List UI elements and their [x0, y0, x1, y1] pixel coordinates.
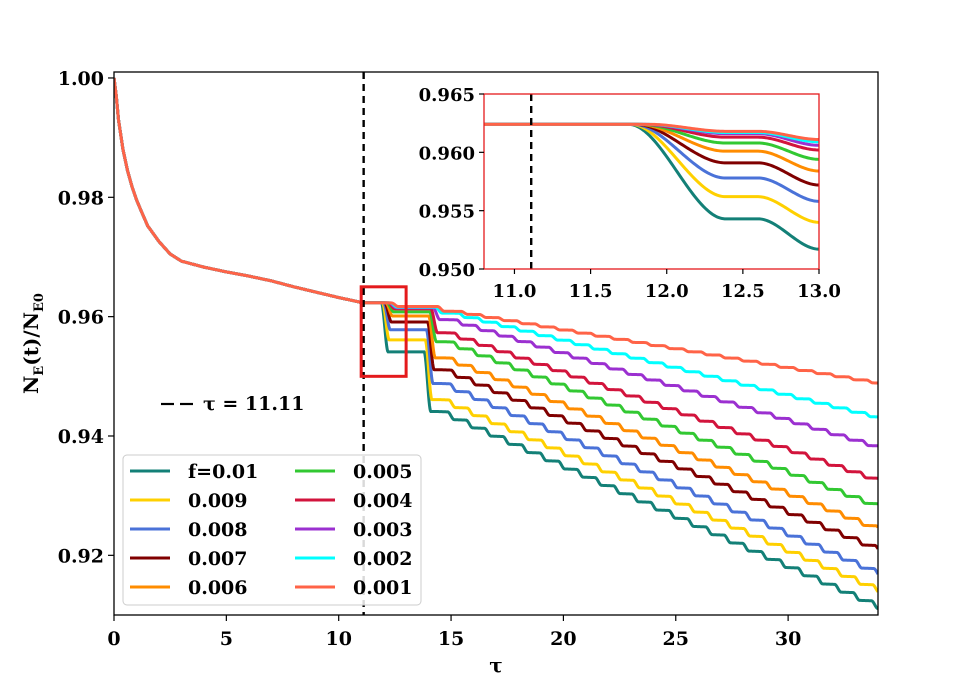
- ylabel-numerator-sub: E: [32, 366, 47, 376]
- inset-plot: 11.0 11.5 12.0 12.5 13.0 0.950 0.955 0.960 0.965: [419, 85, 841, 302]
- main-plot-lines: [114, 77, 878, 611]
- inset-y-tick-label-0: 0.950: [419, 260, 475, 281]
- legend: f=0.01 0.009 0.008 0.007 0.006 0.005 0.004 0.00…: [122, 454, 422, 606]
- x-tick-label-2: 10: [325, 628, 351, 650]
- legend-label-1: 0.009: [188, 490, 248, 512]
- y-axis-label: NE(t)/NE0: [19, 293, 47, 394]
- legend-box: [122, 454, 422, 606]
- y-tick-label-0: 0.92: [58, 545, 104, 567]
- legend-label-4: 0.006: [188, 577, 248, 599]
- ylabel-numerator-main: N: [19, 376, 43, 394]
- main-frame: [113, 71, 879, 616]
- y-tick-label-1: 0.94: [58, 426, 104, 448]
- zoom-box: [359, 285, 408, 378]
- legend-label-5: 0.005: [353, 461, 413, 483]
- x-tick-label-3: 15: [438, 628, 464, 650]
- y-tick-label-4: 1.00: [58, 68, 104, 90]
- inset-x-tick-label-4: 13.0: [797, 281, 841, 302]
- x-tick-label-4: 20: [550, 628, 576, 650]
- inset-y-tick-label-1: 0.955: [419, 202, 475, 223]
- inset-x-tick-label-1: 11.5: [569, 281, 613, 302]
- inset-series-line-9: [484, 122, 819, 141]
- legend-label-9: 0.001: [353, 577, 413, 599]
- ylabel-slash: /: [19, 330, 43, 338]
- legend-label-6: 0.004: [353, 490, 413, 512]
- legend-label-8: 0.002: [353, 548, 413, 570]
- ylabel-denominator-main: N: [19, 312, 43, 330]
- inset-y-tick-label-2: 0.960: [419, 143, 475, 164]
- ylabel-numerator-rest: (t): [19, 338, 43, 366]
- inset-background: [484, 94, 819, 269]
- x-tick-label-1: 5: [220, 628, 233, 650]
- x-tick-label-6: 30: [775, 628, 801, 650]
- x-tick-label-0: 0: [107, 628, 120, 650]
- y-tick-label-3: 0.98: [58, 187, 104, 209]
- main-axes: 0 5 10 15 20 25 300.920.940.960.981.00τNE(t)/N…: [19, 68, 879, 677]
- main-plot-overlay: τ = 11.11: [161, 72, 408, 615]
- y-tick-label-2: 0.96: [58, 307, 104, 329]
- legend-label-3: 0.007: [188, 548, 248, 570]
- inset-x-tick-label-0: 11.0: [493, 281, 537, 302]
- inset-y-tick-label-3: 0.965: [419, 85, 475, 106]
- series-line-9: [114, 77, 878, 385]
- inset-x-tick-label-2: 12.0: [645, 281, 689, 302]
- ylabel-denominator-sub: E0: [32, 293, 47, 312]
- inset-x-tick-label-3: 12.5: [721, 281, 765, 302]
- legend-label-2: 0.008: [188, 519, 248, 541]
- inset-frame: [483, 93, 820, 270]
- legend-label-0: f=0.01: [188, 461, 258, 483]
- inset-lines: [484, 122, 819, 251]
- x-tick-label-5: 25: [663, 628, 689, 650]
- vline-label: τ = 11.11: [203, 393, 304, 415]
- x-axis-label: τ: [489, 653, 502, 677]
- legend-label-7: 0.003: [353, 519, 413, 541]
